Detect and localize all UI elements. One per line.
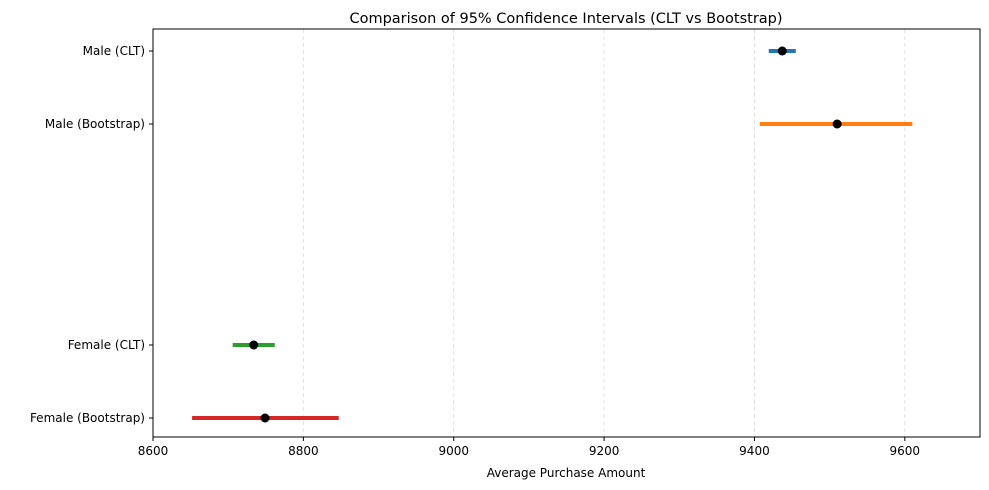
x-tick-label: 8800 bbox=[288, 444, 319, 458]
x-axis-label: Average Purchase Amount bbox=[487, 466, 646, 480]
x-tick-label: 9000 bbox=[438, 444, 469, 458]
x-tick-label: 9600 bbox=[890, 444, 921, 458]
plot-frame bbox=[152, 28, 981, 438]
grid-lines bbox=[302, 29, 906, 437]
chart-title: Comparison of 95% Confidence Intervals (… bbox=[349, 11, 782, 27]
x-tick-label: 8600 bbox=[138, 444, 169, 458]
y-tick-label: Male (Bootstrap) bbox=[45, 117, 145, 131]
x-tick-label: 9400 bbox=[739, 444, 770, 458]
x-axis-ticks: 8600 8800 9000 9200 9400 9600 bbox=[138, 437, 920, 458]
y-tick-label: Male (CLT) bbox=[83, 44, 145, 58]
y-tick-label: Female (Bootstrap) bbox=[30, 411, 145, 425]
x-tick-label: 9200 bbox=[589, 444, 620, 458]
mean-point-3 bbox=[260, 413, 270, 423]
mean-points bbox=[249, 46, 842, 423]
y-tick-label: Female (CLT) bbox=[68, 338, 145, 352]
mean-point-1 bbox=[832, 119, 842, 129]
interval-bars bbox=[192, 49, 913, 420]
mean-point-2 bbox=[249, 340, 259, 350]
y-axis-ticks: Male (CLT) Male (Bootstrap) Female (CLT) Fe… bbox=[30, 44, 153, 425]
mean-point-0 bbox=[777, 46, 787, 56]
